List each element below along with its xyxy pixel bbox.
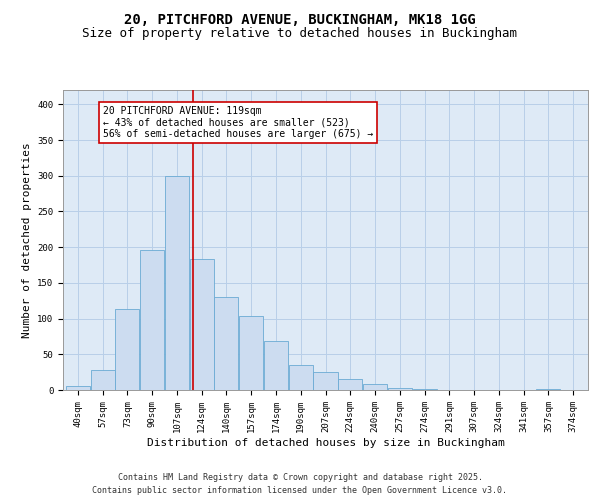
Text: Contains public sector information licensed under the Open Government Licence v3: Contains public sector information licen… (92, 486, 508, 495)
Bar (239, 316, 263, 390)
Text: Contains HM Land Registry data © Crown copyright and database right 2025.: Contains HM Land Registry data © Crown c… (118, 472, 482, 482)
Bar (91, 370, 115, 390)
Text: 20, PITCHFORD AVENUE, BUCKINGHAM, MK18 1GG: 20, PITCHFORD AVENUE, BUCKINGHAM, MK18 1… (124, 12, 476, 26)
Y-axis label: Number of detached properties: Number of detached properties (22, 142, 32, 338)
Text: 20 PITCHFORD AVENUE: 119sqm
← 43% of detached houses are smaller (523)
56% of se: 20 PITCHFORD AVENUE: 119sqm ← 43% of det… (103, 106, 373, 139)
Bar (313, 372, 338, 390)
Bar (165, 176, 189, 390)
Bar (338, 380, 362, 390)
Bar (214, 297, 238, 390)
Bar (264, 342, 288, 390)
Text: Size of property relative to detached houses in Buckingham: Size of property relative to detached ho… (83, 28, 517, 40)
Bar (115, 310, 139, 390)
Bar (66, 386, 90, 390)
Bar (289, 365, 313, 390)
Bar (363, 384, 387, 390)
X-axis label: Distribution of detached houses by size in Buckingham: Distribution of detached houses by size … (146, 438, 505, 448)
Bar (388, 388, 412, 390)
Bar (140, 250, 164, 390)
Bar (190, 260, 214, 390)
